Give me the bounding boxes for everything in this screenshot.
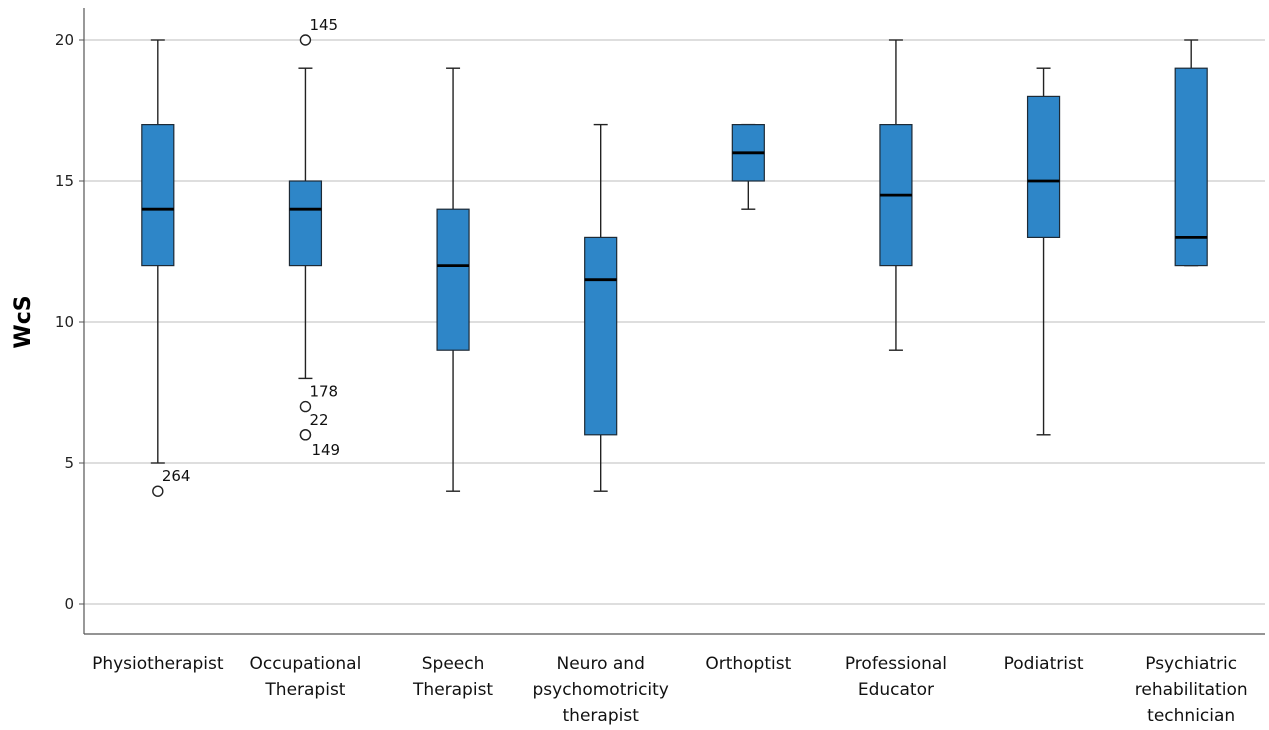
outlier-point — [299, 34, 312, 46]
gridlines — [84, 39, 1265, 605]
iqr-box — [584, 236, 618, 436]
box-group: 264 — [141, 39, 191, 497]
box-group — [1174, 39, 1208, 267]
category-label: Occupational — [250, 654, 362, 674]
y-tick-label: 10 — [55, 313, 74, 331]
category-label: Neuro and — [557, 654, 645, 674]
box-group — [584, 123, 618, 492]
box-group — [731, 123, 765, 210]
y-tick-label: 0 — [64, 595, 74, 613]
category-label: psychomotricity — [533, 680, 669, 700]
box-group: 145 178 22 149 — [288, 16, 340, 459]
axes — [79, 8, 1265, 635]
outlier-label: 178 — [309, 383, 338, 401]
y-axis-title: WcS — [11, 295, 36, 348]
category-label: Podiatrist — [1004, 654, 1084, 674]
y-tick-label: 5 — [64, 454, 74, 472]
category-label: rehabilitation — [1135, 680, 1248, 700]
outlier-point — [152, 485, 164, 497]
category-label: Professional — [845, 654, 947, 674]
category-label: Educator — [858, 680, 934, 700]
category-labels: Physiotherapist Occupational Therapist Spee… — [92, 654, 1248, 726]
category-label: Physiotherapist — [92, 654, 224, 674]
category-label: Psychiatric — [1145, 654, 1237, 674]
outlier-point — [299, 429, 312, 441]
iqr-box — [141, 123, 175, 267]
box-group — [879, 39, 913, 351]
category-label: Speech — [422, 654, 485, 674]
iqr-box — [1026, 95, 1061, 239]
outlier-label: 22 — [309, 411, 328, 429]
category-label: Orthoptist — [705, 654, 791, 674]
boxes: 264 145 178 22 149 — [141, 16, 1208, 497]
y-tick-label: 15 — [55, 172, 74, 190]
outlier-label: 264 — [162, 467, 191, 485]
y-tick-label: 20 — [55, 31, 74, 49]
category-label: technician — [1147, 706, 1235, 726]
iqr-box — [1174, 67, 1208, 267]
category-label: therapist — [563, 706, 640, 726]
outlier-point — [299, 400, 312, 413]
outlier-label: 149 — [311, 441, 340, 459]
iqr-box — [288, 180, 323, 267]
outlier-label: 145 — [309, 16, 338, 34]
category-label: Therapist — [412, 680, 493, 700]
y-tick-labels: 0 5 10 15 20 — [55, 31, 74, 613]
category-label: Therapist — [264, 680, 345, 700]
box-group — [436, 67, 470, 492]
box-group — [1026, 67, 1061, 436]
iqr-box — [436, 208, 470, 351]
